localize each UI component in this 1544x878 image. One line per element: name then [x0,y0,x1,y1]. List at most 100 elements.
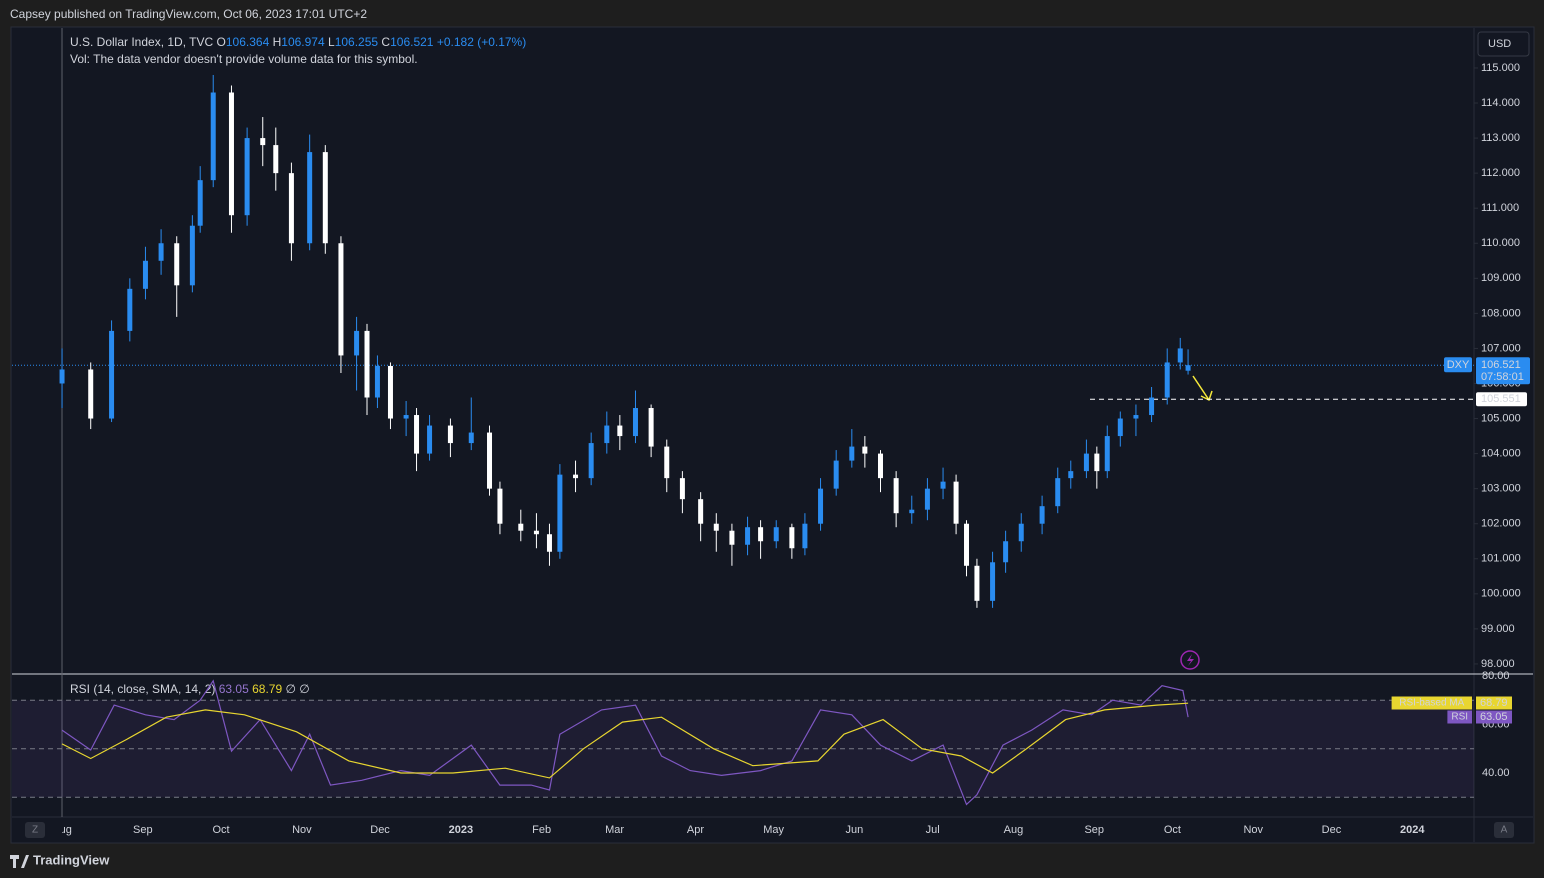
candle-body [244,138,250,216]
candle-body [773,527,779,542]
x-tick-label: Oct [1164,824,1181,836]
candle-body [849,446,855,461]
candle-body [632,408,638,437]
candle-body [664,446,670,479]
candle-body [533,530,539,535]
series-name: RSI-based MA [1399,698,1464,709]
high-value: 106.974 [281,35,325,49]
candle-body [729,530,735,545]
legend: U.S. Dollar Index, 1D, TVC O106.364 H106… [70,35,526,49]
brand: TradingView [33,852,110,867]
x-tick-label: Dec [370,824,390,836]
event-icon[interactable] [1180,650,1200,670]
candle-body [1177,348,1183,363]
y-tick-label: 108.000 [1481,307,1521,319]
candle-body [557,474,563,552]
key: H [273,35,282,49]
hline-tag-label: 105.551 [1481,393,1521,405]
x-tick-label: Jun [846,824,864,836]
candle-body [679,478,685,500]
y-tick-label: 102.000 [1481,518,1521,530]
y-tick-label: 109.000 [1481,272,1521,284]
candle-body [940,481,946,489]
candle-body [833,460,839,489]
candle-body [447,425,453,444]
low-value: 106.255 [335,35,379,49]
candle-body [228,92,234,216]
candle-body [403,415,409,419]
hline-tag [1476,392,1527,407]
x-tick-label: May [763,824,784,836]
x-tick-label: Aug [1004,824,1024,836]
y-tick-label: 107.000 [1481,342,1521,354]
y-tick-label: 40.00 [1482,767,1510,779]
candle-body [109,330,115,419]
x-tick-label: Jul [926,824,940,836]
candle-body [189,225,195,286]
y-tick-label: 103.000 [1481,483,1521,495]
y-tick-label: 99.000 [1481,623,1515,635]
x-tick-label: Apr [687,824,704,836]
close-value: 106.521 [390,35,434,49]
candle-body [862,446,868,454]
candle-body [288,173,294,244]
candle-body [142,260,148,289]
rsi-line [61,679,1189,806]
y-tick-label: 115.000 [1481,62,1520,74]
candle-body [1185,365,1191,371]
button-label: Z [32,825,38,836]
candle-body [713,523,719,531]
currency-button[interactable] [1477,31,1530,57]
candle-body [518,523,524,531]
rsi-line [61,702,1189,779]
button[interactable] [25,822,45,838]
candle-body [698,499,704,524]
price-tag [1476,357,1530,385]
candle-body [260,138,266,146]
candle-body [588,443,594,479]
series-value-tag [1476,710,1512,724]
x-tick-label: Sep [133,824,153,836]
event-icon-bolt [1187,654,1194,666]
x-tick-label: Dec [1322,824,1342,836]
series-value: 68.79 [1480,697,1508,709]
candle-body [307,152,313,244]
candle-body [789,527,795,549]
y-tick-label: 114.000 [1481,97,1520,109]
y-tick-label: 112.000 [1481,167,1520,179]
candle-body [1149,397,1155,416]
candle-body [924,488,930,510]
candle-body [322,152,328,244]
volume-note: Vol: The data vendor doesn't provide vol… [70,52,418,66]
candle-body [758,527,764,542]
candle-body [964,523,970,566]
candle-body [127,288,133,331]
button[interactable] [1494,822,1514,838]
brand-logo [10,855,29,868]
candle-body [1083,453,1089,472]
candle-body [1003,541,1009,563]
candle-body [909,509,915,514]
y-tick-label: 105.000 [1481,412,1521,424]
countdown: 07:58:01 [1481,371,1524,383]
candle-body [174,243,180,286]
candle-body [468,432,474,444]
candle-body [1164,362,1170,398]
candle-body [88,369,94,419]
series-name: RSI [1451,712,1468,723]
x-tick-label: Aug [52,824,72,836]
price-tag-label: 106.521 [1481,359,1521,371]
key: C [381,35,390,49]
y-tick-label: 100.000 [1481,588,1521,600]
candle-body [546,534,552,552]
rsi-title: RSI (14, close, SMA, 14, 2) [70,682,215,696]
x-tick-label: 2023 [449,824,473,836]
candle-body [1055,478,1061,507]
series-value-tag [1476,696,1512,710]
candle-body [990,562,996,601]
symbol-tag-label: DXY [1447,359,1470,371]
rsi-value: 63.05 [219,682,249,696]
candle-body [374,365,380,398]
candle-body [953,481,959,524]
